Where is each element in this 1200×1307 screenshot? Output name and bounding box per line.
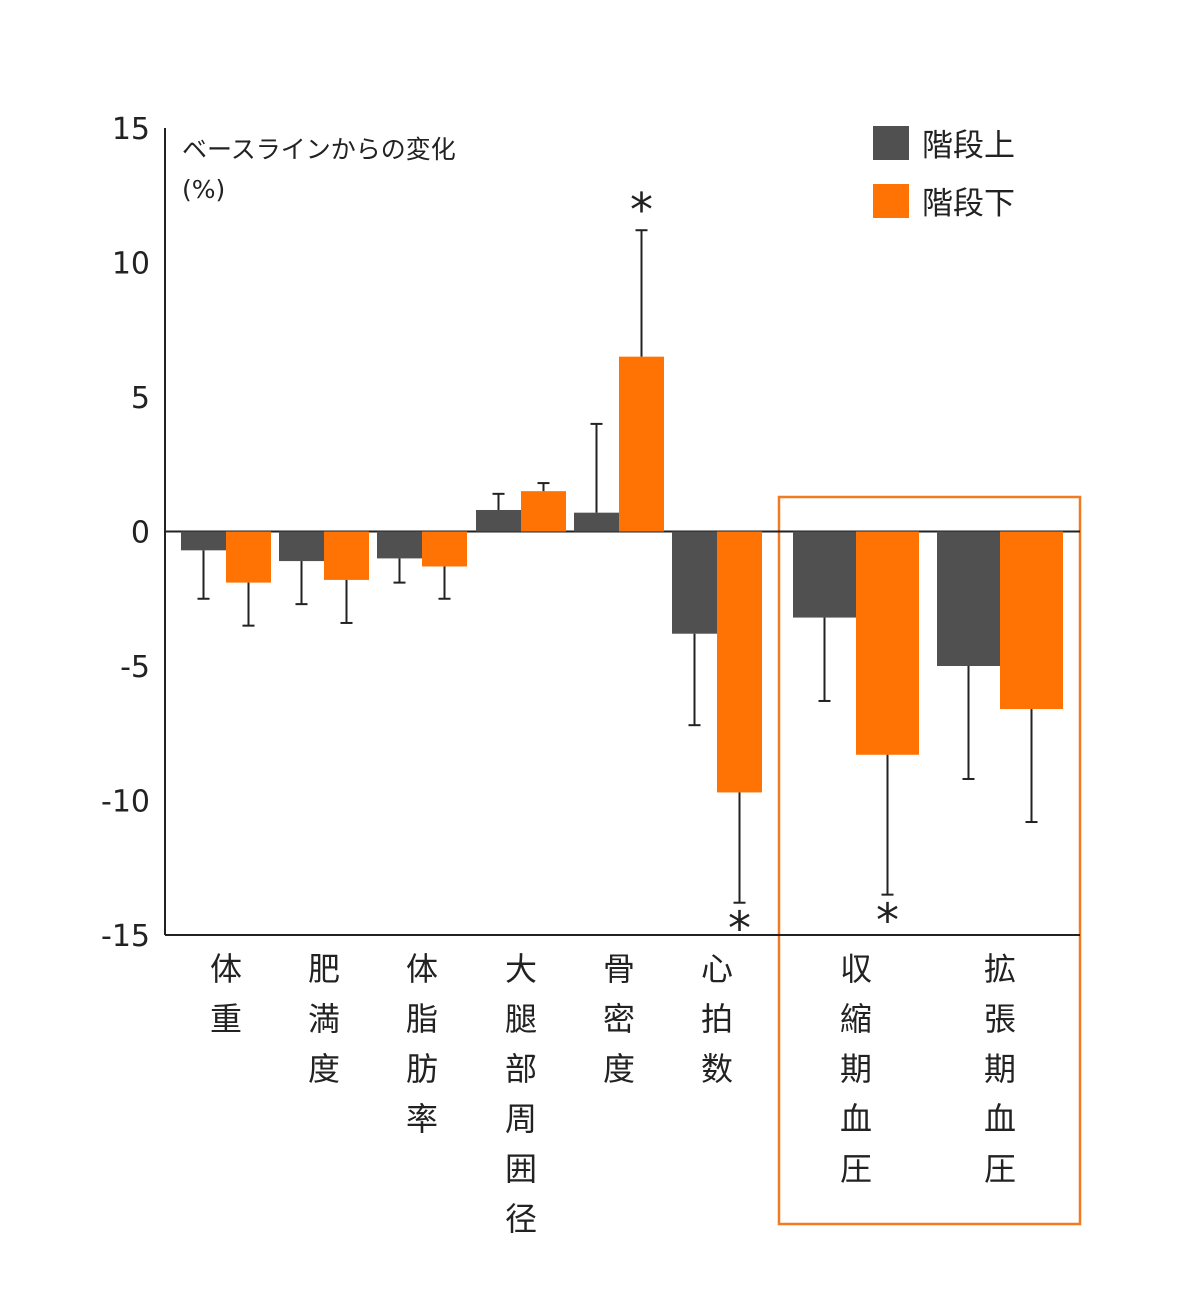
y-tick-label: -5: [120, 650, 150, 685]
y-tick-label: 10: [112, 247, 150, 282]
legend-label: 階段下: [922, 186, 1015, 222]
y-axis-unit: (%): [182, 175, 225, 204]
y-tick-label: 0: [131, 516, 150, 551]
y-tick-label: 5: [131, 381, 150, 416]
bar-up: [476, 509, 521, 532]
bar-down: [226, 531, 271, 583]
category-label: 大腿部周囲径: [505, 950, 537, 1238]
bar-up: [937, 531, 1000, 666]
significance-marker: *: [728, 902, 751, 956]
bar-down: [717, 531, 762, 793]
bar-up: [574, 512, 619, 532]
legend-swatch: [873, 126, 909, 160]
bar-up: [793, 531, 856, 618]
category-label: 拡張期血圧: [984, 950, 1016, 1188]
bar-down: [619, 356, 664, 532]
bar-down: [324, 531, 369, 580]
legend-swatch: [873, 184, 909, 218]
category-label: 心拍数: [701, 950, 733, 1088]
bar-up: [279, 531, 324, 562]
y-tick-label: -10: [101, 785, 150, 820]
legend-label: 階段上: [922, 128, 1015, 164]
category-label: 体脂肪率: [406, 950, 438, 1138]
bar-down: [521, 491, 566, 532]
bar-up: [377, 531, 422, 559]
bar-up: [672, 531, 717, 634]
bar-down: [856, 531, 919, 755]
category-label: 骨密度: [603, 950, 635, 1088]
bar-down: [422, 531, 467, 567]
y-tick-label: 15: [112, 112, 150, 147]
bar-up: [181, 531, 226, 551]
significance-marker: *: [630, 183, 653, 237]
category-label: 体重: [210, 950, 242, 1038]
y-axis-label: ベースラインからの変化: [182, 135, 456, 164]
significance-marker: *: [876, 894, 899, 948]
y-tick-label: -15: [101, 919, 150, 954]
category-label: 肥満度: [308, 950, 340, 1088]
category-label: 収縮期血圧: [840, 950, 872, 1188]
highlight-box: [777, 495, 1082, 1226]
bar-down: [1000, 531, 1063, 710]
